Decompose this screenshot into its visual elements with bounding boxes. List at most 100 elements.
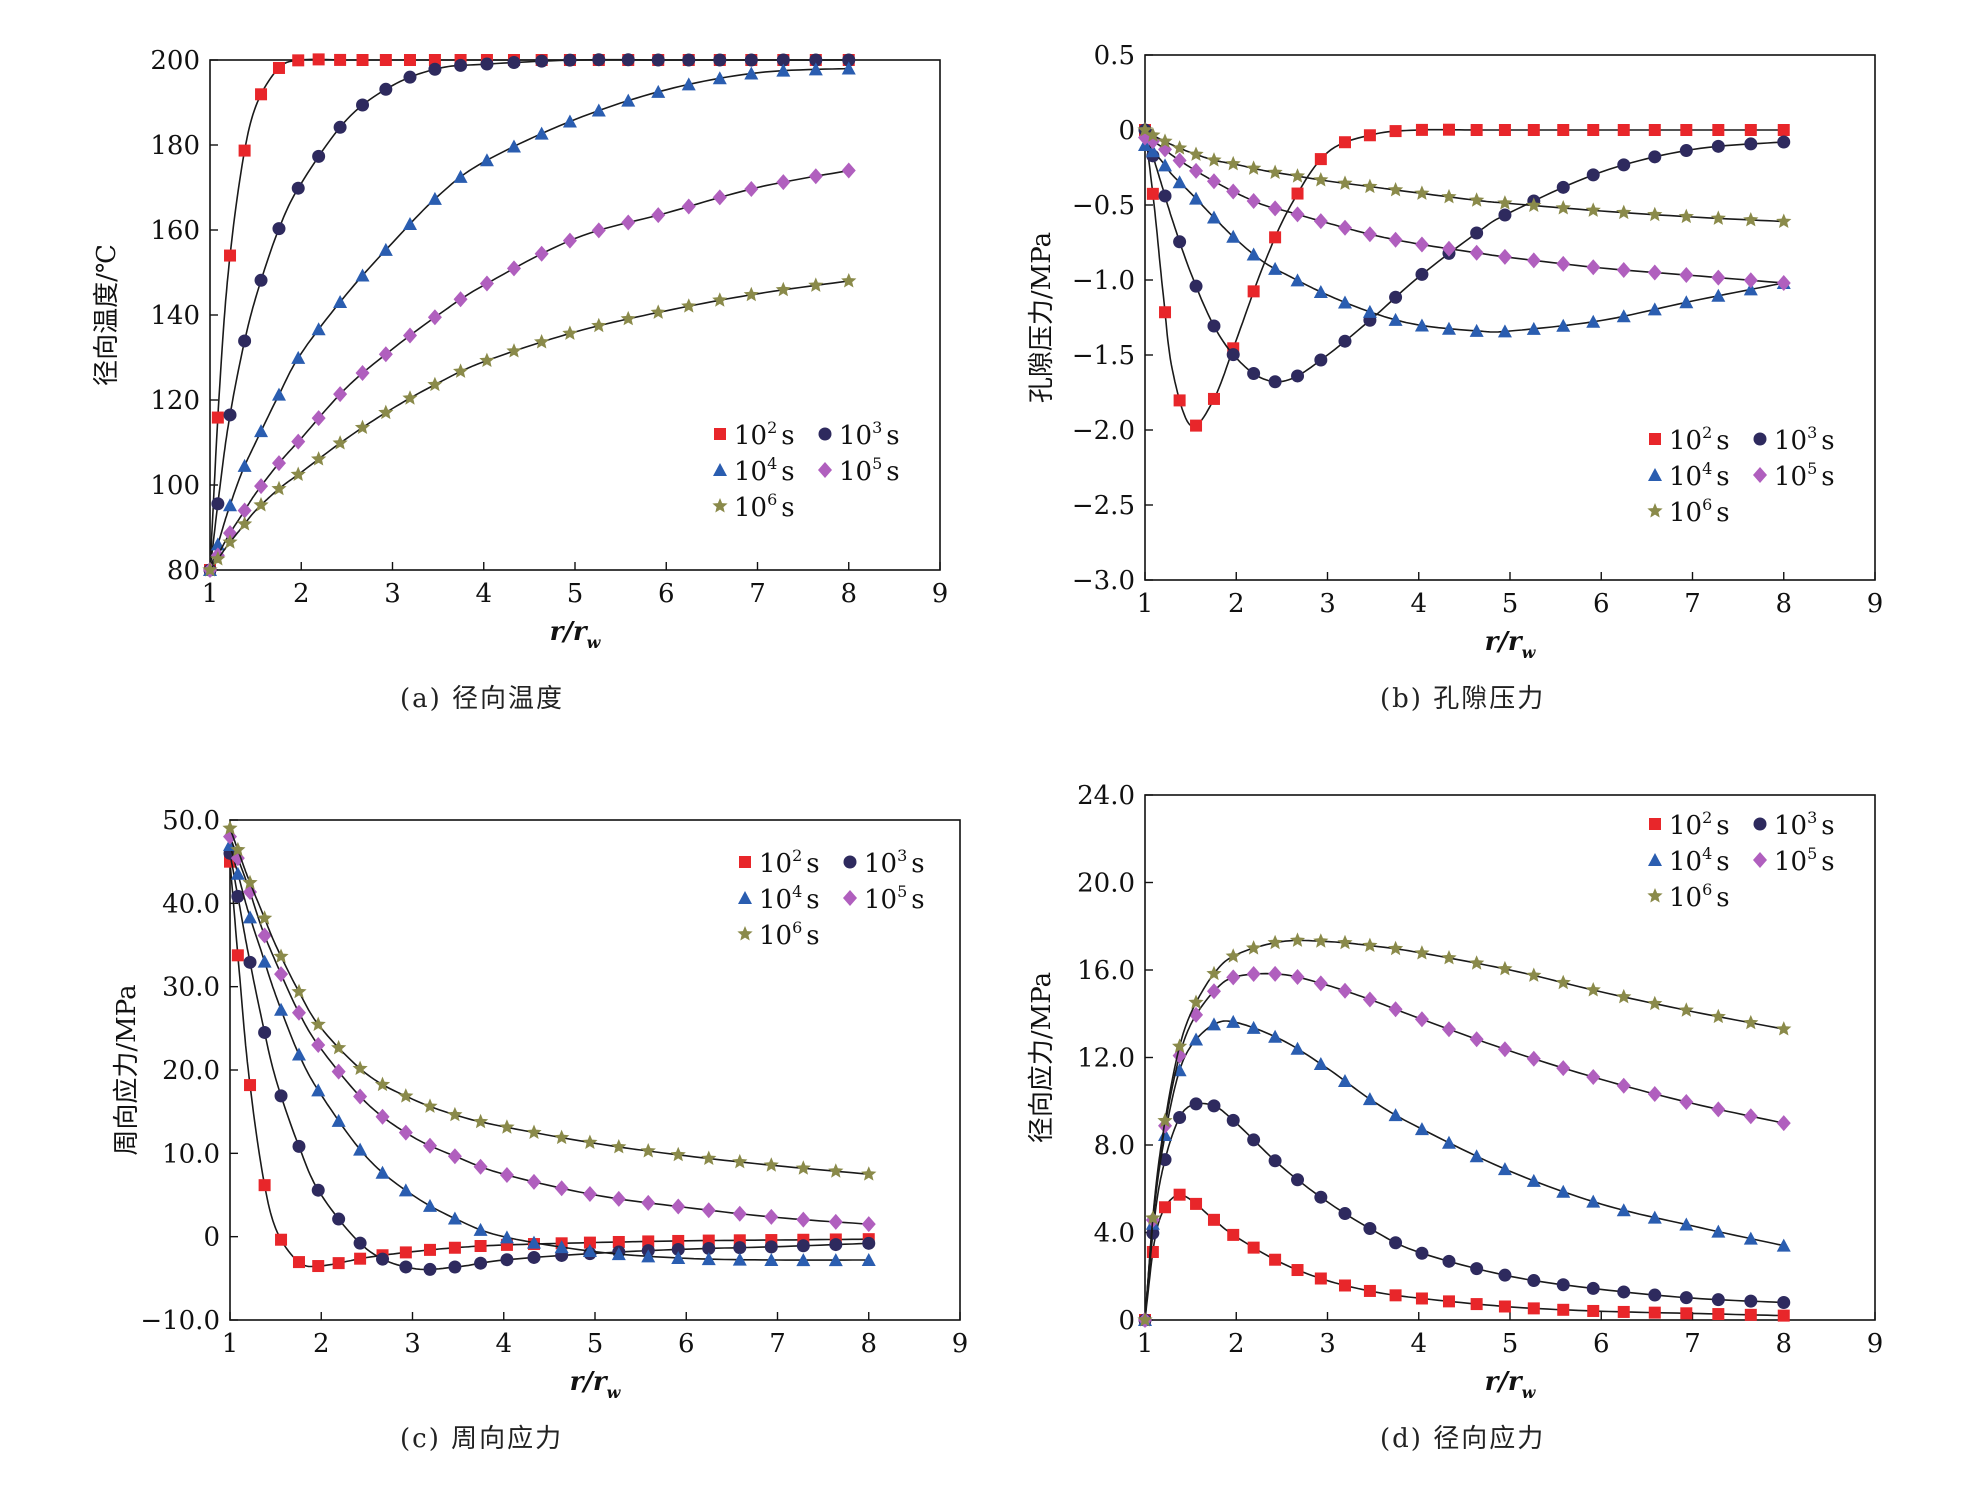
data-point [1388, 1108, 1403, 1122]
data-point [1388, 182, 1404, 197]
legend-label-2: 103 s [839, 418, 900, 451]
data-point [331, 1039, 347, 1055]
data-point [1648, 150, 1662, 164]
series-line-2 [229, 853, 869, 1271]
data-point [828, 1163, 844, 1178]
data-point [1743, 1231, 1758, 1245]
data-point [1415, 267, 1429, 281]
data-point [237, 516, 253, 531]
data-point [237, 502, 252, 519]
data-point [1362, 991, 1377, 1008]
data-point [1470, 1298, 1483, 1311]
data-point [1441, 188, 1457, 204]
data-point [1711, 1101, 1726, 1118]
chart-c: 1 2 3 4 5 6 7 8 9 −10.0 0 10.0 20.0 30.0 40.0 50.0 r/rw 周… [112, 806, 968, 1402]
data-point [244, 1079, 257, 1092]
data-point [312, 149, 326, 163]
data-point [222, 534, 238, 549]
data-point [1442, 1295, 1455, 1308]
data-point [1268, 200, 1283, 217]
data-point [331, 1113, 346, 1127]
data-point [808, 277, 824, 292]
data-point [454, 58, 468, 72]
data-point [291, 983, 307, 999]
data-point [1556, 255, 1571, 272]
data-point [1743, 212, 1759, 227]
data-point [1389, 1236, 1403, 1250]
data-point [1777, 135, 1791, 149]
data-point [448, 1241, 461, 1254]
legend-marker-3 [713, 463, 727, 476]
x-tick-label: 8 [1775, 1329, 1792, 1359]
data-point [796, 1239, 810, 1253]
y-tick-label: 200 [150, 46, 200, 76]
legend-label-5: 106 s [1669, 880, 1730, 913]
data-point [702, 1241, 716, 1255]
data-point [1470, 1262, 1484, 1276]
data-point [1389, 1289, 1402, 1302]
data-point [428, 62, 442, 76]
legend-marker-2 [818, 427, 832, 441]
data-point [1586, 1281, 1600, 1295]
x-tick-label: 7 [1684, 1329, 1701, 1359]
data-point [1172, 152, 1187, 169]
data-point [238, 334, 252, 348]
data-point [1586, 259, 1601, 276]
data-point [378, 242, 393, 256]
data-point [272, 61, 285, 74]
x-tick-label: 6 [1593, 1329, 1610, 1359]
data-point [1137, 1312, 1153, 1327]
data-point [238, 144, 251, 157]
data-point [1190, 1197, 1203, 1210]
data-point [701, 1202, 716, 1219]
data-point [808, 62, 823, 76]
data-point [254, 273, 268, 287]
data-point [376, 1252, 390, 1266]
legend-label-2: 103 s [864, 846, 925, 879]
data-point [1268, 261, 1283, 275]
data-point [1268, 965, 1283, 982]
data-point [1441, 240, 1456, 257]
y-tick-label: 100 [150, 471, 200, 501]
data-point [333, 386, 348, 403]
legend-marker-2 [1753, 432, 1767, 446]
data-point [1585, 982, 1601, 997]
legend-label-4: 105 s [839, 454, 900, 487]
data-point [230, 866, 245, 880]
data-point [354, 419, 371, 434]
data-point [1470, 123, 1483, 136]
data-point [1291, 1173, 1305, 1187]
data-point [1188, 994, 1204, 1009]
data-point [776, 174, 791, 191]
data-point [311, 1183, 325, 1197]
data-point [1157, 1112, 1173, 1128]
data-point [1337, 982, 1352, 999]
data-point [1526, 197, 1542, 212]
data-point [1226, 1113, 1240, 1127]
data-point [1188, 146, 1204, 161]
legend-marker-4 [1753, 467, 1767, 483]
data-point [258, 1025, 272, 1039]
data-point [1145, 1210, 1161, 1225]
data-point [1498, 124, 1511, 136]
data-point [1337, 219, 1352, 236]
data-point [1415, 1246, 1429, 1260]
data-point [1680, 124, 1693, 136]
data-point [253, 497, 269, 512]
data-point [1617, 158, 1631, 172]
data-point [763, 1157, 779, 1172]
data-point [1526, 1050, 1541, 1067]
data-point [1616, 204, 1632, 220]
data-point [732, 1205, 747, 1222]
data-point [1338, 1279, 1351, 1292]
caption-b: (b) 孔隙压力 [1380, 684, 1546, 714]
y-tick-label: 0 [203, 1223, 220, 1253]
data-point [1290, 273, 1305, 287]
data-point [795, 1160, 811, 1175]
data-point [1207, 392, 1220, 405]
data-point [1158, 189, 1172, 203]
data-point [479, 275, 494, 292]
series-line-5 [1144, 939, 1784, 1321]
data-point [272, 222, 286, 236]
y-tick-label: 0 [1118, 1306, 1135, 1336]
